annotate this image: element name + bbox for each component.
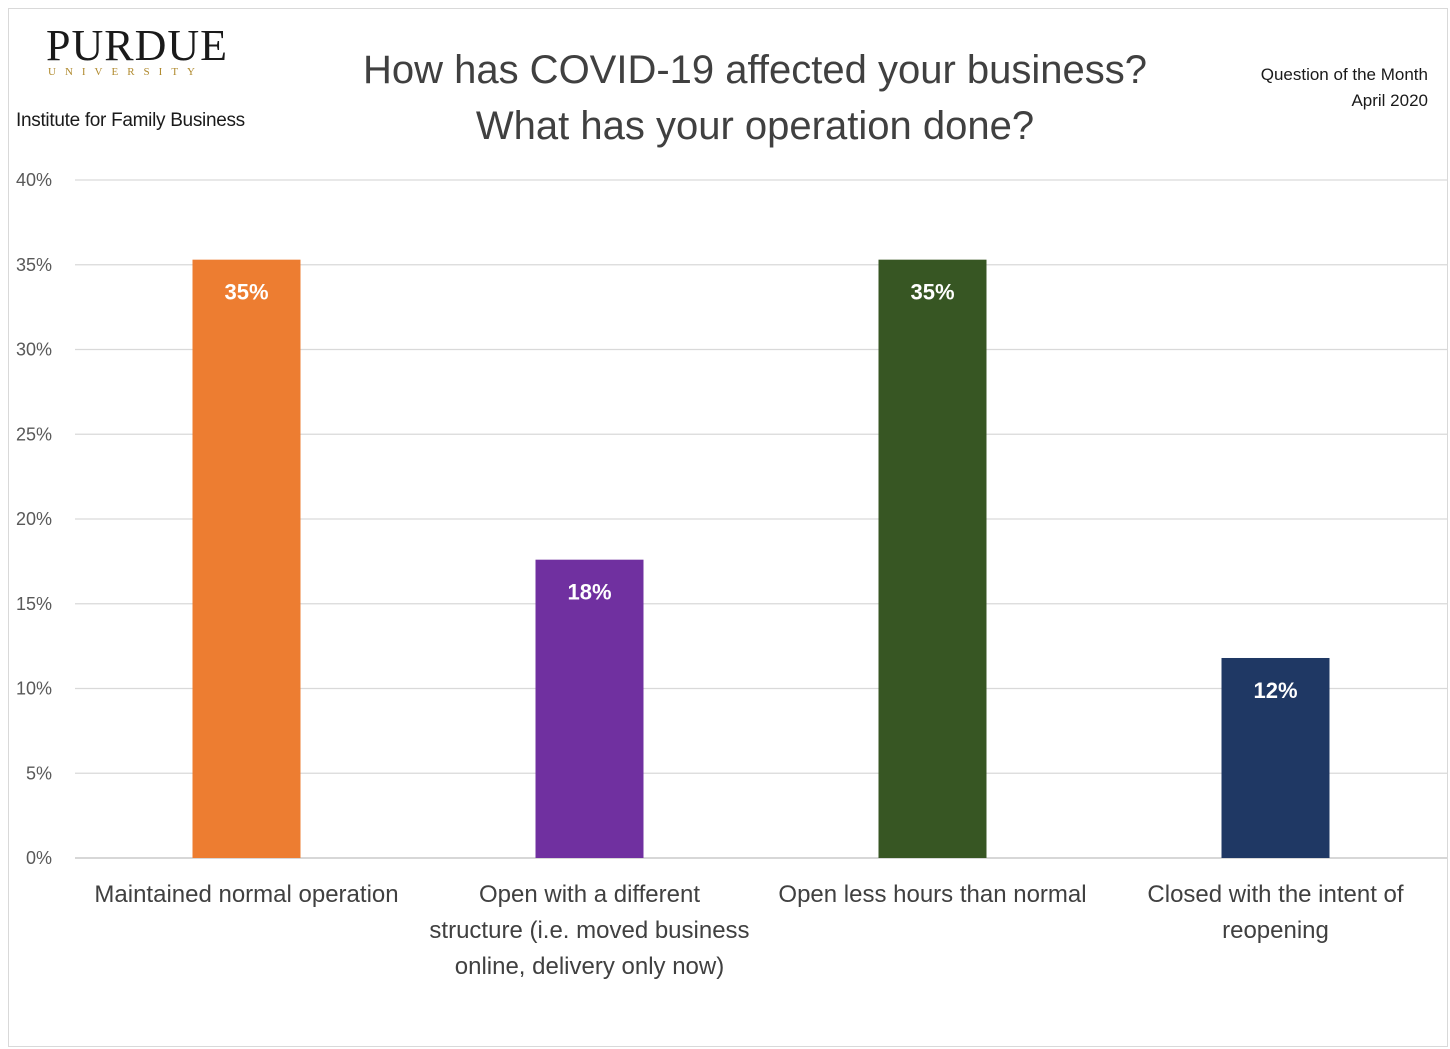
chart-title-line-1: How has COVID-19 affected your business? xyxy=(362,48,1148,92)
y-tick-label: 10% xyxy=(16,679,52,699)
y-tick-label: 25% xyxy=(16,424,52,444)
purdue-logo: PURDUE UNIVERSITY xyxy=(46,21,229,79)
y-tick-label: 35% xyxy=(16,255,52,275)
x-tick-label: reopening xyxy=(1222,917,1329,944)
data-label: 12% xyxy=(1253,678,1297,703)
x-tick-label: Closed with the intent of xyxy=(1147,881,1403,908)
data-label: 35% xyxy=(224,280,268,305)
x-tick-label: Maintained normal operation xyxy=(94,881,398,908)
data-label: 18% xyxy=(567,580,611,605)
y-tick-label: 30% xyxy=(16,340,52,360)
logo-wordmark: PURDUE xyxy=(46,21,229,70)
y-tick-label: 5% xyxy=(26,763,52,783)
x-tick-label: structure (i.e. moved business xyxy=(429,917,749,944)
x-tick-label: Open with a different xyxy=(479,881,700,908)
data-label: 35% xyxy=(910,280,954,305)
chart-frame xyxy=(8,8,1448,1047)
bar xyxy=(535,559,644,858)
chart-title: How has COVID-19 affected your business?… xyxy=(300,42,1210,154)
qom-label: Question of the Month xyxy=(1260,65,1428,84)
y-tick-label: 40% xyxy=(16,170,52,190)
x-tick-label: online, delivery only now) xyxy=(455,953,724,980)
y-tick-label: 0% xyxy=(26,848,52,868)
institute-name: Institute for Family Business xyxy=(16,110,245,131)
question-of-month: Question of the Month April 2020 xyxy=(1261,62,1428,114)
bar xyxy=(192,259,301,858)
qom-date: April 2020 xyxy=(1351,91,1428,110)
bar xyxy=(878,259,987,858)
y-tick-label: 15% xyxy=(16,594,52,614)
logo-subtitle: UNIVERSITY xyxy=(48,66,204,78)
chart-title-line-2: What has your operation done? xyxy=(475,104,1035,148)
bar xyxy=(1221,657,1330,858)
x-tick-label: Open less hours than normal xyxy=(778,881,1086,908)
y-tick-label: 20% xyxy=(16,509,52,529)
